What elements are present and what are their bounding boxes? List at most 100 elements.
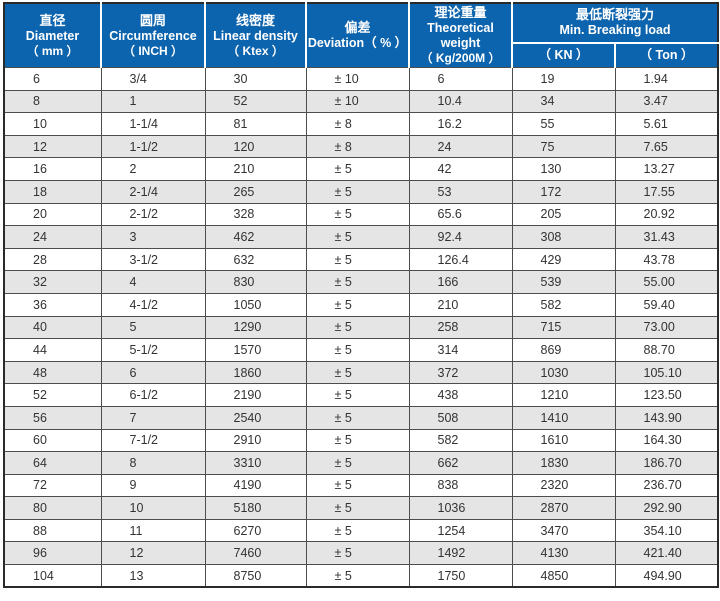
table-cell: ± 8 bbox=[305, 134, 410, 159]
table-cell: 30 bbox=[204, 67, 307, 91]
table-cell: 4-1/2 bbox=[100, 292, 206, 317]
table-cell: ± 5 bbox=[305, 247, 410, 272]
table-cell: 96 bbox=[3, 541, 102, 566]
table-cell: 164.30 bbox=[614, 428, 719, 453]
table-cell: 8 bbox=[100, 451, 206, 475]
col-header-kn-label: （ KN ） bbox=[538, 48, 589, 63]
table-cell: 1254 bbox=[408, 518, 513, 543]
table-cell: 24 bbox=[3, 225, 102, 249]
table-cell: 582 bbox=[408, 428, 513, 453]
col-header-theoretical-weight-unit: （ Kg/200M ） bbox=[420, 51, 501, 65]
col-header-circumference-zh: 圆周 bbox=[139, 12, 166, 28]
table-cell: 88 bbox=[3, 518, 102, 543]
table-cell: 205 bbox=[511, 202, 616, 227]
table-cell: ± 5 bbox=[305, 496, 410, 520]
table-cell: 3.47 bbox=[614, 89, 719, 114]
table-cell: 43.78 bbox=[614, 247, 719, 272]
table-cell: 59.40 bbox=[614, 292, 719, 317]
table-cell: 3470 bbox=[511, 518, 616, 543]
table-cell: 20 bbox=[3, 202, 102, 227]
table-cell: 1036 bbox=[408, 496, 513, 520]
table-cell: ± 5 bbox=[305, 157, 410, 181]
table-cell: 869 bbox=[511, 338, 616, 362]
table-cell: 2 bbox=[100, 157, 206, 181]
table-row: 64 8 3310 ± 5 662 1830 186.70 bbox=[3, 451, 719, 475]
col-header-diameter: 直径 Diameter （ mm ） bbox=[4, 3, 101, 68]
table-cell: 2320 bbox=[511, 473, 616, 498]
table-cell: 20.92 bbox=[614, 202, 719, 227]
table-cell: 36 bbox=[3, 292, 102, 317]
table-cell: 34 bbox=[511, 89, 616, 114]
table-cell: 52 bbox=[3, 383, 102, 407]
table-cell: 2-1/2 bbox=[100, 202, 206, 227]
table-cell: 40 bbox=[3, 315, 102, 340]
table-row: 10 1-1/4 81 ± 8 16.2 55 5.61 bbox=[3, 112, 719, 136]
table-cell: 830 bbox=[204, 270, 307, 294]
table-cell: 6270 bbox=[204, 518, 307, 543]
table-cell: 2190 bbox=[204, 383, 307, 407]
table-cell: 55.00 bbox=[614, 270, 719, 294]
table-cell: ± 10 bbox=[305, 67, 410, 91]
table-cell: 55 bbox=[511, 112, 616, 136]
table-cell: 210 bbox=[204, 157, 307, 181]
table-row: 72 9 4190 ± 5 838 2320 236.70 bbox=[3, 473, 719, 498]
table-cell: 1750 bbox=[408, 564, 513, 588]
table-row: 36 4-1/2 1050 ± 5 210 582 59.40 bbox=[3, 292, 719, 317]
table-cell: 143.90 bbox=[614, 405, 719, 430]
table-cell: 81 bbox=[204, 112, 307, 136]
table-cell: 2910 bbox=[204, 428, 307, 453]
table-cell: 16 bbox=[3, 157, 102, 181]
table-cell: 7-1/2 bbox=[100, 428, 206, 453]
table-cell: 7.65 bbox=[614, 134, 719, 159]
table-cell: 1050 bbox=[204, 292, 307, 317]
table-row: 48 6 1860 ± 5 372 1030 105.10 bbox=[3, 360, 719, 385]
table-row: 16 2 210 ± 5 42 130 13.27 bbox=[3, 157, 719, 181]
col-header-linear-density-en: Linear density bbox=[213, 28, 298, 43]
table-row: 104 13 8750 ± 5 1750 4850 494.90 bbox=[3, 564, 719, 588]
table-cell: 265 bbox=[204, 179, 307, 204]
table-cell: ± 5 bbox=[305, 360, 410, 385]
table-cell: 429 bbox=[511, 247, 616, 272]
table-row: 44 5-1/2 1570 ± 5 314 869 88.70 bbox=[3, 338, 719, 362]
table-row: 24 3 462 ± 5 92.4 308 31.43 bbox=[3, 225, 719, 249]
table-row: 6 3/4 30 ± 10 6 19 1.94 bbox=[3, 67, 719, 91]
col-header-deviation-zh: 偏差 bbox=[344, 20, 371, 35]
table-cell: 6-1/2 bbox=[100, 383, 206, 407]
table-cell: 1410 bbox=[511, 405, 616, 430]
table-cell: 5-1/2 bbox=[100, 338, 206, 362]
table-cell: 4850 bbox=[511, 564, 616, 588]
table-cell: 4190 bbox=[204, 473, 307, 498]
table-row: 88 11 6270 ± 5 1254 3470 354.10 bbox=[3, 518, 719, 543]
table-cell: 166 bbox=[408, 270, 513, 294]
table-cell: ± 5 bbox=[305, 202, 410, 227]
col-header-breaking-load-en: Min. Breaking load bbox=[559, 23, 671, 38]
table-cell: 1860 bbox=[204, 360, 307, 385]
table-cell: 64 bbox=[3, 451, 102, 475]
col-header-deviation: 偏差 Deviation（ % ） bbox=[305, 3, 409, 68]
table-row: 32 4 830 ± 5 166 539 55.00 bbox=[3, 270, 719, 294]
table-cell: 2870 bbox=[511, 496, 616, 520]
table-cell: 13 bbox=[100, 564, 206, 588]
table-cell: 3310 bbox=[204, 451, 307, 475]
table-cell: 1 bbox=[100, 89, 206, 114]
table-cell: 11 bbox=[100, 518, 206, 543]
col-header-circumference-unit: （ INCH ） bbox=[122, 43, 183, 58]
table-cell: 172 bbox=[511, 179, 616, 204]
col-header-linear-density-zh: 线密度 bbox=[235, 12, 275, 28]
table-cell: 9 bbox=[100, 473, 206, 498]
table-cell: 328 bbox=[204, 202, 307, 227]
table-cell: 582 bbox=[511, 292, 616, 317]
col-header-diameter-zh: 直径 bbox=[39, 12, 66, 28]
table-cell: 6 bbox=[3, 67, 102, 91]
table-cell: 210 bbox=[408, 292, 513, 317]
table-row: 20 2-1/2 328 ± 5 65.6 205 20.92 bbox=[3, 202, 719, 227]
table-row: 52 6-1/2 2190 ± 5 438 1210 123.50 bbox=[3, 383, 719, 407]
table-header: 直径 Diameter （ mm ） 圆周 Circumference （ IN… bbox=[4, 3, 719, 68]
col-header-kn: （ KN ） bbox=[511, 42, 615, 68]
table-row: 60 7-1/2 2910 ± 5 582 1610 164.30 bbox=[3, 428, 719, 453]
table-cell: 662 bbox=[408, 451, 513, 475]
col-header-circumference: 圆周 Circumference （ INCH ） bbox=[100, 3, 205, 68]
table-cell: ± 5 bbox=[305, 541, 410, 566]
table-cell: 120 bbox=[204, 134, 307, 159]
